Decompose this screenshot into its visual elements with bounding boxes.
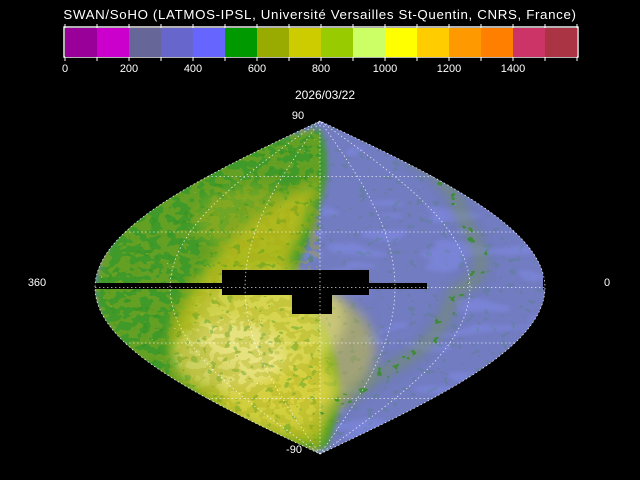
- svg-text:0: 0: [604, 277, 610, 289]
- svg-text:360: 360: [28, 277, 46, 289]
- svg-text:90: 90: [292, 110, 304, 122]
- svg-text:-90: -90: [286, 444, 302, 456]
